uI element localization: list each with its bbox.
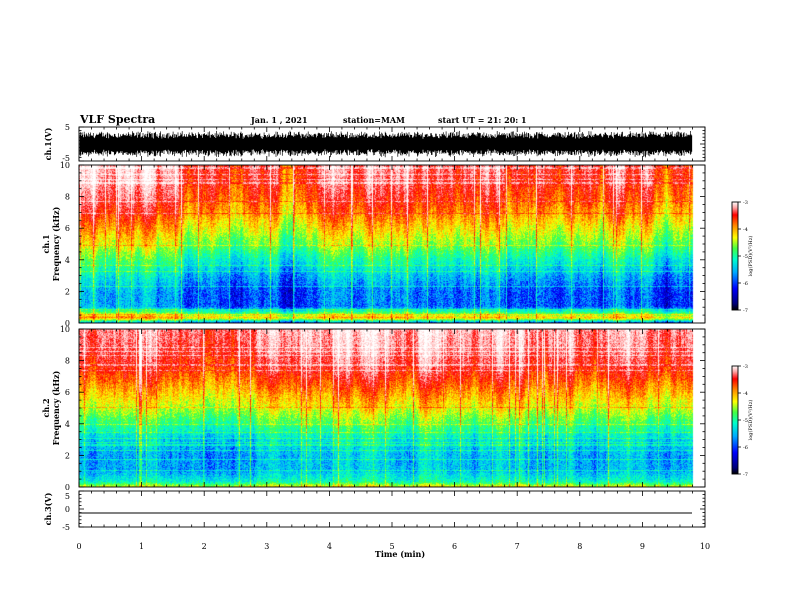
ch2-spectrogram-image — [79, 329, 705, 487]
header-station: station=MAM — [343, 115, 405, 125]
ch1-spectrogram-ytick-label: 6 — [65, 224, 70, 233]
ch3-waveform-ytick-mid: 0 — [65, 505, 70, 514]
time-axis-tick-labels: 0 1 2 3 4 5 6 7 8 9 10 — [76, 542, 710, 551]
time-axis-tick-label: 9 — [640, 542, 645, 551]
ch2-spectrogram-ylabel-channel: ch.2 — [41, 398, 51, 417]
ch1-waveform-panel: 5 -5 ch.1(V) — [43, 123, 706, 163]
time-axis-tick-label: 3 — [264, 542, 269, 551]
ch1-waveform-ytick-bottom: -5 — [62, 154, 70, 163]
time-axis-tick-label: 2 — [202, 542, 207, 551]
time-axis-tick-label: 10 — [700, 542, 710, 551]
header-start-ut: start UT = 21: 20: 1 — [438, 115, 527, 125]
ch3-waveform-frame — [78, 490, 706, 528]
ch3-waveform-ytick-bottom: -5 — [62, 523, 70, 532]
ch2-spectrogram-ytick-label: 2 — [65, 451, 70, 460]
ch1-spectrogram-ytick-label: 10 — [60, 161, 70, 170]
ch2-spectrogram-ylabel: Frequency (kHz) — [51, 370, 61, 445]
time-axis-tick-label: 6 — [452, 542, 457, 551]
header-date: Jan. 1 , 2021 — [250, 115, 308, 125]
ch1-spectrogram-ytick-label: 4 — [65, 256, 70, 265]
time-axis-tick-label: 4 — [327, 542, 332, 551]
ch1-waveform-trace — [79, 130, 693, 158]
ch1-waveform-ylabel: ch.1(V) — [43, 127, 53, 160]
time-axis-tick-label: 7 — [515, 542, 520, 551]
ch2-colorbar-label: log(PSD)(V²/Hz) — [747, 400, 754, 441]
time-axis-label: Time (min) — [375, 549, 425, 559]
time-axis-tick-label: 5 — [389, 542, 394, 551]
ch3-waveform-ytick-top: 5 — [65, 492, 70, 501]
ch2-spectrogram-ytick-label: 4 — [65, 420, 70, 429]
colorbar-tick-label: -4 — [743, 391, 748, 397]
ch2-spectrogram-ytick-label: 6 — [65, 388, 70, 397]
ch1-waveform-ytick-top: 5 — [65, 123, 70, 132]
ch3-waveform-ylabel: ch.3(V) — [43, 492, 53, 525]
colorbar-tick-label: -5 — [743, 418, 748, 424]
ch3-waveform-panel: 5 0 -5 ch.3(V) — [43, 490, 706, 532]
time-axis-tick-label: 0 — [76, 542, 81, 551]
time-axis-tick-label: 1 — [139, 542, 144, 551]
ch1-colorbar — [732, 202, 738, 310]
colorbar-tick-label: -3 — [743, 364, 748, 370]
ch1-spectrogram-image — [79, 165, 705, 323]
colorbar-tick-label: -6 — [743, 281, 748, 287]
ch1-spectrogram-ytick-label: 8 — [65, 193, 70, 202]
colorbar-tick-label: -6 — [743, 445, 748, 451]
colorbar-tick-label: -4 — [743, 227, 748, 233]
ch1-spectrogram-ytick-label: 2 — [65, 287, 70, 296]
colorbar-tick-label: -3 — [743, 200, 748, 206]
ch2-colorbar — [732, 366, 738, 474]
time-axis-tick-label: 8 — [577, 542, 582, 551]
ch2-spectrogram-ytick-label: 8 — [65, 357, 70, 366]
ch1-waveform-line — [79, 130, 693, 158]
ch1-colorbar-label: log(PSD)(V²/Hz) — [747, 236, 754, 277]
figure-title: VLF Spectra — [79, 113, 155, 126]
ch2-spectrogram-ytick-label: 10 — [60, 325, 70, 334]
ch2-spectrogram-ytick-label: 0 — [65, 483, 70, 492]
ch1-spectrogram-ylabel: Frequency (kHz) — [51, 206, 61, 281]
colorbar-tick-label: -7 — [743, 472, 748, 478]
colorbar-tick-label: -5 — [743, 254, 748, 260]
ch1-spectrogram-ylabel-channel: ch.1 — [41, 234, 51, 253]
colorbar-tick-label: -7 — [743, 308, 748, 314]
ch1-spectrogram-ytick-label: 0 — [65, 319, 70, 328]
